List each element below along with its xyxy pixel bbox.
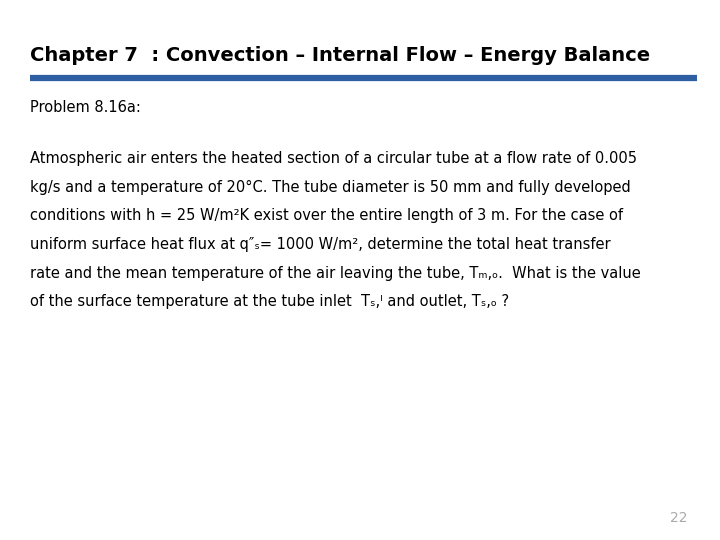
Text: Chapter 7  : Convection – Internal Flow – Energy Balance: Chapter 7 : Convection – Internal Flow –… (30, 46, 650, 65)
Text: 22: 22 (670, 511, 688, 525)
Text: uniform surface heat flux at q″ₛ= 1000 W/m², determine the total heat transfer: uniform surface heat flux at q″ₛ= 1000 W… (30, 237, 611, 252)
Text: Problem 8.16a:: Problem 8.16a: (30, 100, 141, 115)
Text: conditions with h = 25 W/m²K exist over the entire length of 3 m. For the case o: conditions with h = 25 W/m²K exist over … (30, 208, 624, 224)
Text: of the surface temperature at the tube inlet  Tₛ,ᴵ and outlet, Tₛ,ₒ ?: of the surface temperature at the tube i… (30, 294, 509, 309)
Text: rate and the mean temperature of the air leaving the tube, Tₘ,ₒ.  What is the va: rate and the mean temperature of the air… (30, 266, 641, 281)
Text: Atmospheric air enters the heated section of a circular tube at a flow rate of 0: Atmospheric air enters the heated sectio… (30, 151, 637, 166)
Text: kg/s and a temperature of 20°C. The tube diameter is 50 mm and fully developed: kg/s and a temperature of 20°C. The tube… (30, 180, 631, 195)
